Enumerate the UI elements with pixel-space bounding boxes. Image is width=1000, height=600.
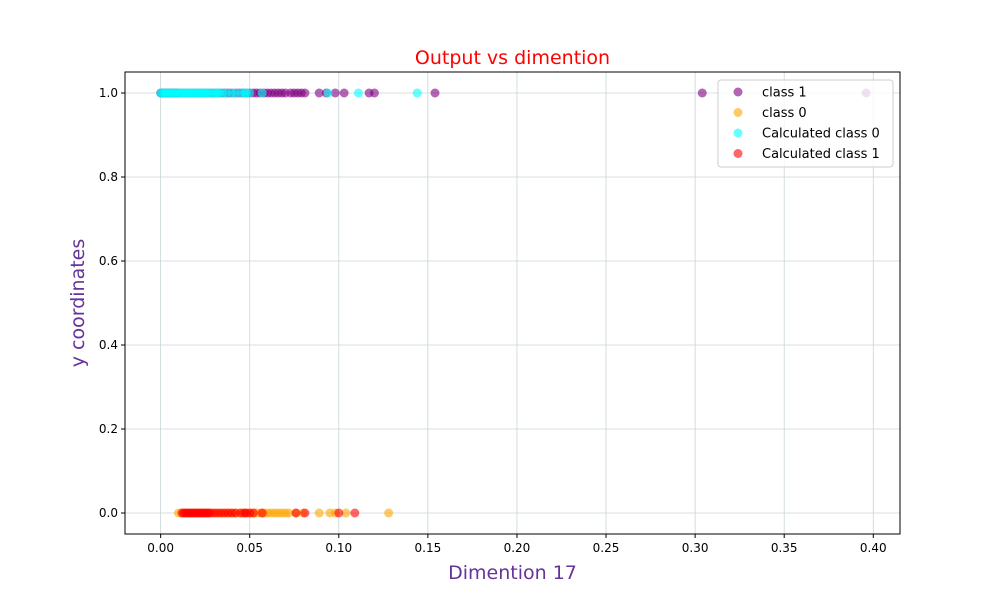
x-tick-label: 0.15 <box>415 541 442 555</box>
x-tick-label: 0.40 <box>860 541 887 555</box>
y-tick-label: 0.4 <box>99 338 118 352</box>
data-point <box>341 508 351 518</box>
legend: class 1 class 0 Calculated class 0 Calculat… <box>717 79 894 168</box>
x-tick-label: 0.05 <box>236 541 263 555</box>
chart-title: Output vs dimention <box>415 47 610 69</box>
data-point <box>291 508 301 518</box>
x-tick-label: 0.25 <box>593 541 620 555</box>
y-tick-label: 0.8 <box>99 170 118 184</box>
legend-label: Calculated class 1 <box>762 147 880 162</box>
series-calculated-class-0 <box>156 88 422 98</box>
data-point <box>314 88 324 98</box>
data-point <box>257 88 267 98</box>
data-point <box>257 508 267 518</box>
legend-box <box>717 79 894 168</box>
data-point <box>300 88 310 98</box>
plot-area-frame <box>124 71 901 535</box>
data-point <box>339 88 349 98</box>
legend-label: class 1 <box>762 86 807 101</box>
x-tick-label: 0.35 <box>771 541 798 555</box>
x-axis-label: Dimention 17 <box>448 562 577 584</box>
data-point <box>314 508 324 518</box>
data-point <box>430 88 440 98</box>
x-tick-label: 0.30 <box>682 541 709 555</box>
data-point <box>330 88 340 98</box>
data-point <box>323 88 333 98</box>
legend-marker <box>733 149 743 158</box>
y-axis-label: y coordinates <box>67 239 89 368</box>
data-point <box>369 88 379 98</box>
x-tick-label: 0.20 <box>504 541 531 555</box>
data-point <box>284 508 294 518</box>
data-point <box>350 508 360 518</box>
y-tick-label: 1.0 <box>99 86 118 100</box>
y-tick-label: 0.2 <box>99 422 118 436</box>
y-tick-label: 0.6 <box>99 254 118 268</box>
data-points <box>156 88 871 518</box>
x-tick-label: 0.10 <box>325 541 352 555</box>
x-tick-label: 0.00 <box>147 541 174 555</box>
data-point <box>334 508 344 518</box>
data-point <box>697 88 707 98</box>
legend-marker <box>733 108 743 117</box>
legend-marker <box>733 128 743 138</box>
data-point <box>245 88 255 98</box>
data-point <box>353 88 363 98</box>
data-point <box>412 88 422 98</box>
data-point <box>300 508 310 518</box>
legend-label: class 0 <box>762 106 807 121</box>
series-calculated-class-1 <box>177 508 360 518</box>
data-point <box>384 508 394 518</box>
y-tick-label: 0.0 <box>99 506 118 520</box>
axis-ticks: 0.00 0.05 0.10 0.15 0.20 0.25 0.30 0.35 0.40 0.0 0… <box>99 86 887 555</box>
legend-marker <box>733 87 743 97</box>
data-point <box>248 508 258 518</box>
legend-label: Calculated class 0 <box>762 127 880 142</box>
